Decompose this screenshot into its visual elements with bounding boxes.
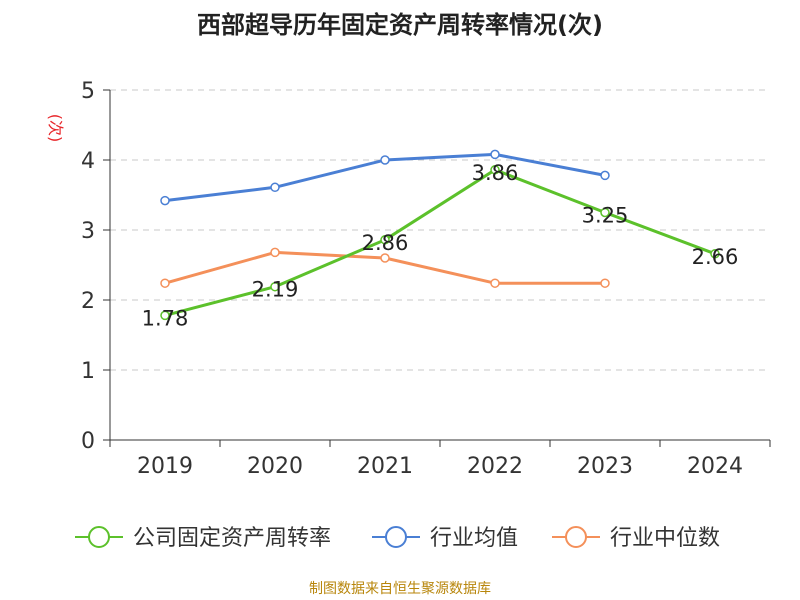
- y-tick-label: 3: [81, 219, 95, 244]
- x-tick-label: 2021: [357, 454, 413, 479]
- series-point-0: [710, 249, 720, 259]
- legend-marker-1: [385, 526, 407, 548]
- data-label: 1.78: [142, 306, 189, 330]
- x-tick-label: 2019: [137, 454, 193, 479]
- legend-label: 公司固定资产周转率: [133, 526, 331, 551]
- series-point-2: [600, 278, 610, 288]
- y-axis-label: (次): [46, 114, 65, 143]
- series-point-2: [490, 278, 500, 288]
- legend: 公司固定资产周转率 行业均值 行业中位数: [75, 526, 720, 551]
- series-point-1: [600, 170, 610, 181]
- y-tick-label: 2: [81, 289, 95, 314]
- source-note: 制图数据来自恒生聚源数据库: [309, 581, 491, 597]
- series-point-1: [160, 195, 170, 206]
- legend-marker-2: [565, 526, 587, 548]
- data-label: 3.86: [472, 161, 519, 185]
- x-tick-label: 2023: [577, 454, 633, 479]
- x-tick-label: 2022: [467, 454, 523, 479]
- series-line-0: [164, 168, 716, 317]
- legend-label: 行业均值: [430, 526, 518, 551]
- data-label: 2.19: [252, 278, 299, 302]
- y-tick-label: 5: [81, 79, 95, 104]
- series-layer: [160, 149, 720, 321]
- series-point-2: [160, 278, 170, 288]
- chart-title: 西部超导历年固定资产周转率情况(次): [197, 11, 603, 39]
- axes: 0 1 2 3 4 5 2019 2020 2021 2022 2023 2024: [81, 79, 771, 479]
- data-label: 2.66: [692, 245, 739, 269]
- series-point-0: [160, 310, 170, 321]
- x-tick-label: 2024: [687, 454, 743, 479]
- y-tick-label: 4: [81, 149, 95, 174]
- series-point-0: [600, 207, 610, 218]
- series-point-1: [270, 182, 280, 193]
- series-point-2: [380, 253, 390, 263]
- data-label: 3.25: [582, 204, 629, 228]
- x-tick-label: 2020: [247, 454, 303, 479]
- data-labels: 1.78 2.19 2.86 3.86 3.25 2.66: [142, 161, 739, 331]
- series-point-1: [380, 155, 390, 165]
- legend-label: 行业中位数: [610, 526, 720, 551]
- series-point-2: [270, 247, 280, 258]
- data-label: 2.86: [362, 231, 409, 255]
- series-point-1: [490, 149, 500, 160]
- y-tick-label: 1: [81, 359, 95, 384]
- series-point-0: [380, 235, 390, 245]
- legend-marker-0: [88, 526, 110, 548]
- grid: [110, 89, 770, 371]
- series-point-0: [270, 281, 280, 292]
- y-tick-label: 0: [81, 429, 95, 454]
- series-point-0: [490, 165, 500, 175]
